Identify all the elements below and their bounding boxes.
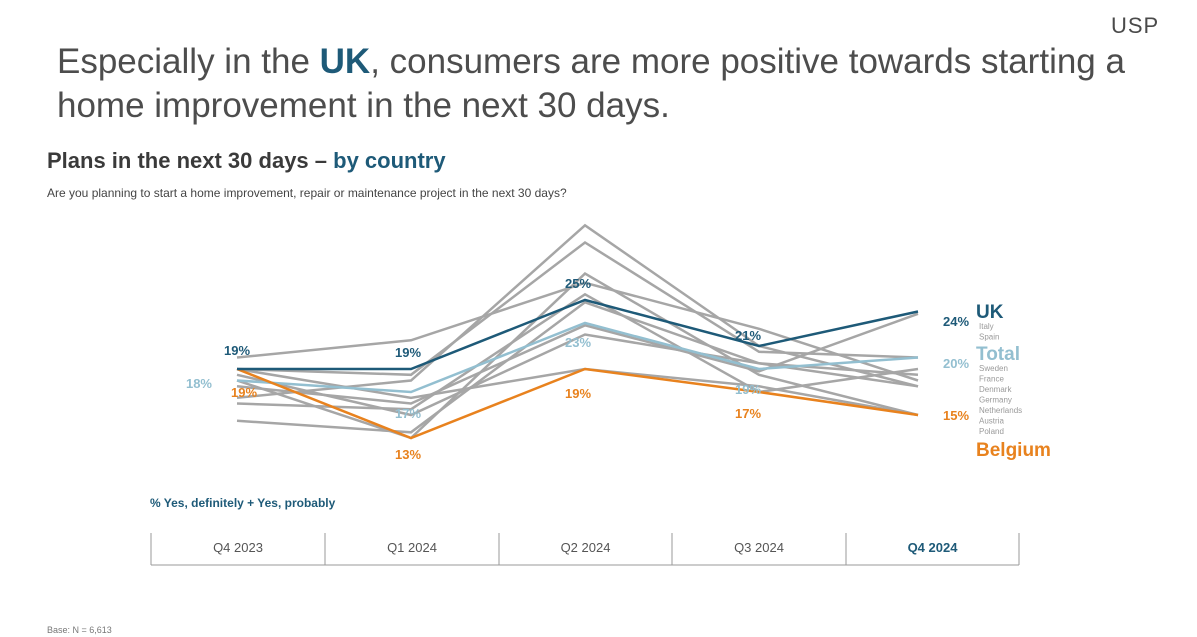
legend-country: Denmark [979,385,1012,394]
data-label-uk: 19% [224,343,250,358]
subtitle-text: Plans in the next 30 days – [47,148,334,173]
headline-text-2: , consumers are more positive towards st… [57,42,1125,125]
series-line-other-2 [236,240,919,377]
x-tick-label: Q4 2023 [213,540,263,555]
data-label-belgium: 15% [943,408,969,423]
x-tick-label: Q4 2024 [908,540,959,555]
chart-subtitle: Plans in the next 30 days – by country [47,148,446,174]
base-note: Base: N = 6,613 [47,625,112,635]
data-label-total: 19% [735,382,761,397]
survey-question: Are you planning to start a home improve… [47,186,567,200]
series-line-other-1 [236,281,919,382]
headline-text-1: Especially in the [57,42,320,81]
data-label-uk: 21% [735,328,761,343]
legend-country: Sweden [979,364,1008,373]
x-tick-label: Q1 2024 [387,540,437,555]
data-label-total: 23% [565,335,591,350]
x-tick-label: Q3 2024 [734,540,784,555]
data-label-belgium: 19% [231,385,257,400]
data-label-uk: 24% [943,314,969,329]
legend-country: Germany [979,396,1012,405]
series-line-other-8 [236,333,919,417]
data-label-total: 18% [186,376,212,391]
data-label-belgium: 13% [395,447,421,462]
series-line-other-0 [236,312,919,405]
series-line-total [236,321,919,394]
legend-uk: UK [976,302,1004,323]
series-line-other-4 [236,300,919,434]
subtitle-highlight: by country [333,148,446,173]
legend-country: Poland [979,427,1004,436]
measure-label: % Yes, definitely + Yes, probably [150,496,336,510]
usp-logo: USP [1111,13,1160,38]
data-label-uk: 19% [395,345,421,360]
series-line-other-3 [236,223,919,400]
data-label-belgium: 17% [735,406,761,421]
series-line-belgium [236,367,919,440]
series-line-uk [237,298,919,371]
data-label-uk: 25% [565,276,591,291]
page-headline: Especially in the UK, consumers are more… [57,40,1157,128]
legend-country: France [979,375,1004,384]
series-line-other-5 [236,292,919,411]
data-label-belgium: 19% [565,386,591,401]
legend-belgium: Belgium [976,440,1051,461]
data-label-total: 17% [395,406,421,421]
legend-country: Italy [979,322,994,331]
series-line-other-6 [236,272,919,440]
legend-country: Spain [979,333,999,342]
legend-total: Total [976,344,1020,365]
data-label-total: 20% [943,356,969,371]
legend-country: Austria [979,417,1004,426]
headline-highlight: UK [319,42,371,81]
legend-country: Netherlands [979,406,1022,415]
x-tick-label: Q2 2024 [561,540,611,555]
